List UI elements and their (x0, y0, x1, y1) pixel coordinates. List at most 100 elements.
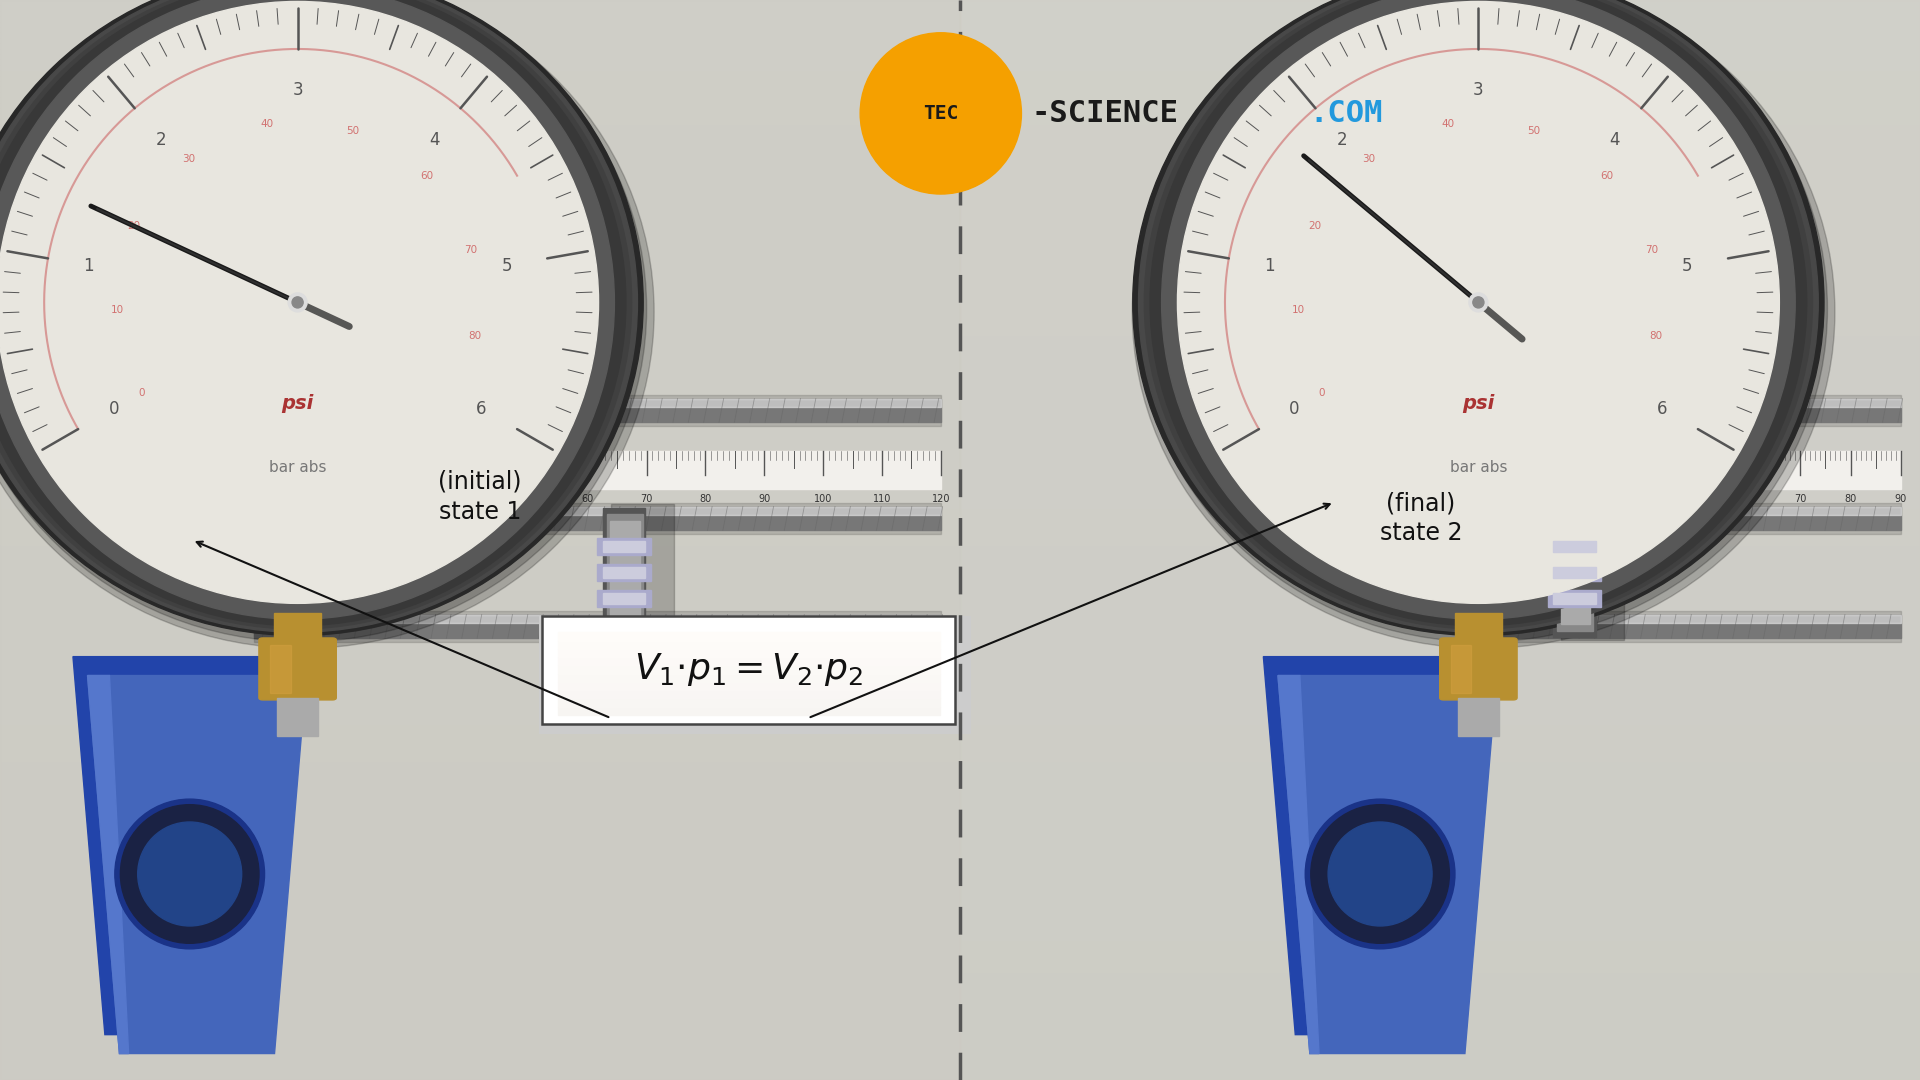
Bar (0, 1037, 1920, 1042)
Bar (0, 707, 1920, 713)
Bar (0, 351, 1920, 356)
Bar (0, 1021, 1920, 1026)
Bar (0, 621, 1920, 626)
Bar (1561, 504, 1624, 640)
Bar (0, 842, 1920, 848)
Bar (0, 103, 1920, 108)
Bar (0, 983, 1920, 988)
Bar (0, 356, 1920, 362)
Text: 30: 30 (405, 495, 417, 504)
Text: 80: 80 (468, 330, 482, 341)
Bar (0, 1010, 1920, 1015)
Bar (0, 999, 1920, 1004)
Bar (0, 70, 1920, 76)
Bar (0, 378, 1920, 383)
Bar (0, 43, 1920, 49)
Bar (0, 713, 1920, 718)
Text: 2: 2 (1336, 131, 1348, 149)
Bar (0, 734, 1920, 740)
Text: .COM: .COM (1309, 99, 1382, 127)
Text: 110: 110 (874, 495, 891, 504)
Bar (0, 275, 1920, 281)
Bar (0, 632, 1920, 637)
Bar (275, 613, 321, 653)
Bar (0, 464, 1920, 470)
Bar (0, 670, 1920, 675)
Bar (0, 907, 1920, 913)
Bar (0, 599, 1920, 605)
Bar (0, 97, 1920, 103)
Bar (603, 508, 645, 637)
Text: 50: 50 (522, 495, 536, 504)
Bar (0, 367, 1920, 373)
Bar (0, 119, 1920, 124)
Bar (597, 564, 651, 581)
Bar (0, 977, 1920, 983)
Bar (607, 514, 643, 631)
Text: 6: 6 (476, 400, 486, 418)
Bar (0, 194, 1920, 200)
Text: bar abs: bar abs (1450, 460, 1507, 474)
Bar (559, 706, 941, 715)
Bar (0, 1015, 1920, 1021)
Text: $V_1{\cdot}p_1 = V_2{\cdot}p_2$: $V_1{\cdot}p_1 = V_2{\cdot}p_2$ (634, 651, 864, 688)
Bar (1553, 541, 1596, 552)
Bar (0, 540, 1920, 545)
Bar (960, 0, 1920, 1080)
Bar (0, 340, 1920, 346)
Text: 10: 10 (1292, 305, 1304, 315)
Bar (0, 913, 1920, 918)
Bar (0, 362, 1920, 367)
Bar (0, 702, 1920, 707)
Bar (559, 649, 941, 657)
Bar (0, 513, 1920, 518)
Bar (1557, 514, 1594, 631)
Bar (0, 875, 1920, 880)
Bar (0, 594, 1920, 599)
Bar (0, 248, 1920, 254)
Bar (0, 481, 1920, 486)
Text: 6: 6 (1657, 400, 1667, 418)
Bar (0, 254, 1920, 259)
Ellipse shape (1133, 0, 1836, 648)
Ellipse shape (1329, 822, 1432, 926)
Bar (0, 346, 1920, 351)
Bar (0, 869, 1920, 875)
Bar (0, 162, 1920, 167)
Bar (0, 308, 1920, 313)
Text: 40: 40 (465, 495, 476, 504)
Bar (0, 740, 1920, 745)
Bar (0, 783, 1920, 788)
Bar (0, 243, 1920, 248)
Text: 40: 40 (261, 120, 275, 130)
Bar (0, 383, 1920, 389)
Text: 10: 10 (111, 305, 123, 315)
Bar (0, 988, 1920, 994)
Bar (0, 524, 1920, 529)
Bar (0, 864, 1920, 869)
Text: 1: 1 (1263, 257, 1275, 274)
Bar (0, 81, 1920, 86)
Bar (0, 319, 1920, 324)
Bar (0, 135, 1920, 140)
Bar (0, 270, 1920, 275)
Text: psi: psi (1463, 394, 1494, 414)
Bar (0, 329, 1920, 335)
Text: 50: 50 (348, 125, 359, 136)
Text: 80: 80 (1649, 330, 1663, 341)
Bar (0, 767, 1920, 772)
Ellipse shape (1177, 1, 1780, 604)
Text: 70: 70 (465, 245, 476, 255)
Text: 20: 20 (1544, 495, 1555, 504)
Polygon shape (88, 676, 129, 1054)
Bar (559, 681, 941, 690)
Bar (0, 616, 1920, 621)
Text: 70: 70 (1793, 495, 1807, 504)
Ellipse shape (1139, 0, 1818, 632)
Text: 40: 40 (1644, 495, 1655, 504)
Bar (0, 22, 1920, 27)
Bar (253, 615, 941, 623)
Polygon shape (1279, 676, 1319, 1054)
Bar (0, 729, 1920, 734)
Bar (0, 902, 1920, 907)
